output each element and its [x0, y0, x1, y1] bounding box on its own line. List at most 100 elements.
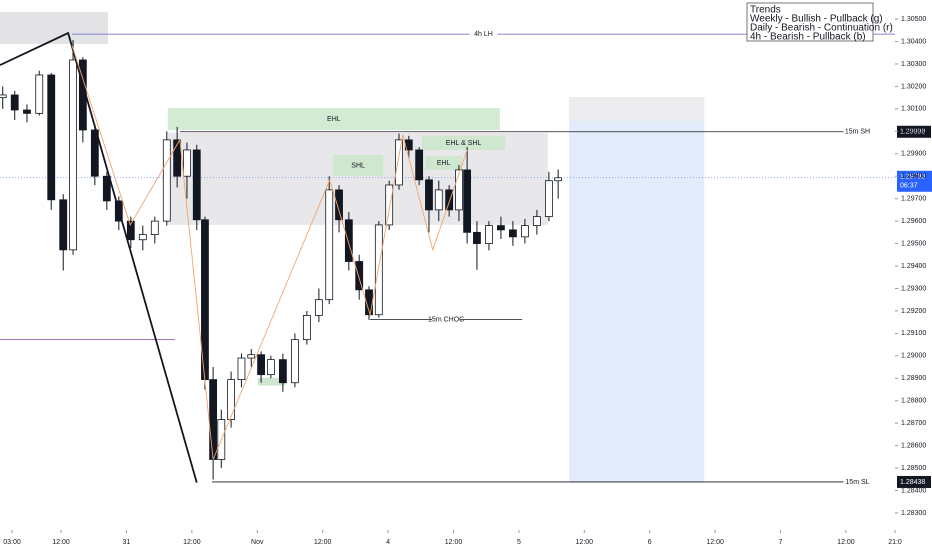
y-tick-label: 1.28800	[901, 398, 926, 405]
candle-body	[69, 59, 77, 251]
y-tick-label: 1.29000	[901, 353, 926, 360]
candle-body	[138, 234, 147, 241]
candle-body	[247, 354, 256, 359]
y-tick-label: 1.29400	[901, 263, 926, 270]
candle-body	[302, 314, 311, 341]
level-label-bg	[469, 30, 498, 39]
zone	[569, 96, 705, 121]
price-tag	[897, 475, 931, 488]
candle-body	[520, 225, 529, 238]
candle-body	[509, 229, 517, 238]
candle-body	[227, 379, 236, 420]
zone	[425, 156, 463, 170]
x-tick-label: 31	[123, 539, 131, 546]
level-label-bg	[432, 315, 461, 324]
candle-body	[325, 189, 334, 301]
candle-body	[374, 224, 383, 316]
y-tick-label: 1.29100	[901, 330, 926, 337]
x-tick-label: 12:00	[576, 539, 594, 546]
x-tick-label: 12:00	[183, 539, 201, 546]
x-tick-label: 12:00	[445, 539, 463, 546]
y-tick-label: 1.28300	[901, 510, 926, 517]
level-label: 15m SL	[845, 479, 869, 486]
zone-label: EHL	[327, 116, 341, 123]
candle-body	[266, 359, 275, 376]
x-tick-label: 12:00	[837, 539, 855, 546]
candle-body	[455, 169, 463, 211]
price-tag	[897, 125, 931, 138]
countdown: 06:37	[900, 183, 918, 190]
level-label: 15m SH	[845, 129, 870, 136]
x-tick-label: Nov	[251, 539, 264, 546]
candle-body	[290, 339, 299, 384]
y-tick-label: 1.29700	[901, 196, 926, 203]
candle-body	[335, 189, 343, 221]
y-tick-label: 1.28700	[901, 420, 926, 427]
candle-body	[183, 149, 191, 177]
y-tick-label: 1.29200	[901, 308, 926, 315]
candle-body	[532, 216, 541, 227]
x-tick-label: 5	[517, 539, 521, 546]
candle-body	[209, 379, 218, 460]
candle-body	[445, 189, 454, 211]
price-tag-label: 1.29998	[900, 129, 925, 136]
zone	[569, 120, 705, 483]
y-tick-label: 1.30100	[901, 106, 926, 113]
candle-body	[90, 129, 99, 177]
y-tick-label: 1.30000	[901, 128, 926, 135]
candle-body	[126, 220, 135, 241]
swing-line	[71, 44, 468, 460]
candle-body	[355, 261, 364, 291]
y-tick-label: 1.30200	[901, 83, 926, 90]
y-tick-label: 1.28400	[901, 487, 926, 494]
last-price-label: 1.29793	[900, 174, 925, 181]
price-tag-label: 1.28438	[900, 479, 925, 486]
candle-body	[35, 74, 44, 114]
candle-body	[10, 94, 19, 111]
swing-line	[0, 31, 198, 483]
y-tick-label: 1.28600	[901, 442, 926, 449]
candle-body	[173, 139, 182, 177]
y-tick-label: 1.29800	[901, 173, 926, 180]
swings	[0, 31, 468, 483]
level-label: 4h LH	[474, 31, 493, 38]
legend-title: Trends	[750, 5, 781, 16]
zone	[333, 154, 384, 176]
x-tick-label: 7	[779, 539, 783, 546]
candle-body	[425, 179, 433, 211]
y-tick-label: 1.28500	[901, 465, 926, 472]
x-tick-label: 6	[648, 539, 652, 546]
candle-body	[23, 109, 31, 114]
candle-body	[257, 354, 265, 376]
candle-body	[102, 175, 111, 202]
y-tick-label: 1.29300	[901, 285, 926, 292]
candle-body	[278, 359, 287, 384]
candle-body	[415, 149, 424, 181]
y-tick-label: 1.29500	[901, 240, 926, 247]
zone	[257, 377, 286, 386]
labels: EHL SHL EHL & SHL EHL 4h LH 15m SH 1.29998 15m …	[327, 30, 932, 488]
last-price-tag	[897, 170, 932, 192]
x-tick-label: 12:00	[706, 539, 724, 546]
candle-body	[59, 199, 68, 251]
level-label: 15m CHOC	[428, 317, 464, 324]
candle-body	[395, 139, 403, 186]
candle-body	[554, 177, 563, 182]
zone	[167, 107, 500, 130]
candle-body	[485, 225, 493, 244]
candle-body	[463, 169, 472, 233]
level-label-bg	[843, 127, 872, 136]
y-tick-label: 1.29900	[901, 151, 926, 158]
candle-body	[314, 299, 323, 316]
legend-box	[746, 2, 874, 42]
y-tick-label: 1.30400	[901, 38, 926, 45]
y-tick-label: 1.30300	[901, 61, 926, 68]
x-tick-label: 12:00	[52, 539, 70, 546]
candle-body	[150, 220, 159, 235]
candle-body	[237, 357, 246, 380]
y-tick-label: 1.28900	[901, 375, 926, 382]
zone-label: EHL	[437, 160, 451, 167]
x-tick-label: 03:00	[3, 539, 21, 546]
